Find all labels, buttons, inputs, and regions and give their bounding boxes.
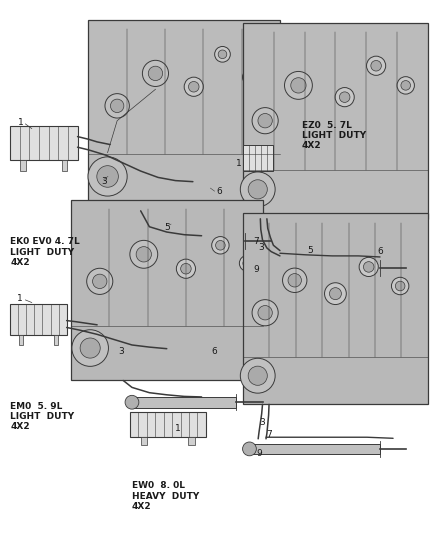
Circle shape (252, 300, 278, 326)
Text: 4X2: 4X2 (132, 502, 152, 511)
Text: HEAVY  DUTY: HEAVY DUTY (132, 491, 199, 500)
Circle shape (325, 282, 346, 304)
Bar (243, 22, 428, 219)
Circle shape (240, 358, 275, 393)
Text: LIGHT  DUTY: LIGHT DUTY (10, 412, 74, 421)
Circle shape (240, 172, 275, 207)
Circle shape (240, 255, 255, 271)
Text: 4X2: 4X2 (10, 258, 30, 267)
Text: EM0  5. 9L: EM0 5. 9L (10, 402, 63, 411)
Text: 7: 7 (253, 237, 259, 246)
Bar (141, 437, 147, 445)
Circle shape (142, 60, 169, 86)
Circle shape (105, 94, 129, 118)
Circle shape (80, 338, 100, 358)
Text: 6: 6 (216, 187, 222, 196)
Circle shape (285, 71, 312, 99)
Circle shape (110, 99, 124, 112)
Bar (130, 412, 206, 437)
Bar (62, 160, 67, 171)
Circle shape (180, 263, 191, 274)
Circle shape (283, 268, 307, 293)
Bar (20, 160, 25, 171)
Circle shape (359, 257, 378, 277)
Bar (71, 200, 262, 381)
Text: 3: 3 (259, 244, 265, 253)
Circle shape (367, 56, 386, 75)
Circle shape (291, 78, 306, 93)
Text: EZ0  5. 7L: EZ0 5. 7L (302, 120, 352, 130)
Text: EW0  8. 0L: EW0 8. 0L (132, 481, 185, 490)
Bar (149, 236, 245, 246)
Circle shape (87, 268, 113, 294)
Circle shape (130, 240, 158, 268)
Circle shape (251, 261, 265, 274)
Circle shape (243, 442, 256, 456)
Text: 7: 7 (266, 430, 272, 439)
Bar (10, 126, 78, 160)
Text: 3: 3 (101, 177, 106, 186)
Text: 9: 9 (253, 265, 259, 273)
Bar (188, 437, 194, 445)
Circle shape (92, 274, 107, 288)
Circle shape (148, 66, 162, 80)
Circle shape (401, 80, 410, 90)
Circle shape (329, 288, 341, 300)
Text: 6: 6 (212, 347, 218, 356)
Text: 9: 9 (256, 449, 262, 458)
Circle shape (258, 114, 272, 128)
Circle shape (88, 157, 127, 196)
Bar (243, 144, 273, 171)
Circle shape (371, 60, 381, 71)
Bar (243, 214, 428, 405)
Circle shape (396, 281, 405, 291)
Circle shape (248, 180, 267, 199)
Circle shape (218, 50, 227, 59)
Circle shape (125, 395, 139, 409)
Circle shape (215, 46, 230, 62)
Circle shape (392, 277, 409, 295)
Bar (88, 20, 280, 211)
Bar (258, 262, 380, 273)
Circle shape (248, 366, 267, 385)
Text: 6: 6 (377, 247, 383, 256)
Circle shape (212, 237, 229, 254)
Text: 3: 3 (260, 418, 265, 427)
Text: 1: 1 (175, 424, 180, 433)
Circle shape (177, 259, 195, 278)
Circle shape (136, 247, 152, 262)
Circle shape (252, 108, 278, 134)
Text: LIGHT  DUTY: LIGHT DUTY (10, 248, 74, 257)
Circle shape (247, 72, 256, 82)
Circle shape (335, 87, 354, 107)
Circle shape (184, 77, 203, 96)
Bar (18, 335, 23, 345)
Bar (132, 397, 237, 408)
Circle shape (188, 82, 199, 92)
Bar (10, 304, 67, 335)
Circle shape (364, 262, 374, 272)
Text: 5: 5 (165, 223, 170, 232)
Circle shape (243, 259, 251, 268)
Text: 1: 1 (17, 294, 22, 303)
Circle shape (258, 305, 272, 320)
Circle shape (339, 92, 350, 102)
Text: 1: 1 (18, 118, 24, 127)
Text: LIGHT  DUTY: LIGHT DUTY (302, 131, 366, 140)
Circle shape (97, 166, 118, 187)
Circle shape (215, 240, 225, 250)
Text: EK0 EV0 4. 7L: EK0 EV0 4. 7L (10, 237, 80, 246)
Circle shape (397, 77, 414, 94)
Bar (54, 335, 58, 345)
Text: 4X2: 4X2 (10, 422, 30, 431)
Bar (250, 443, 380, 454)
Circle shape (243, 69, 260, 86)
Circle shape (142, 234, 156, 248)
Text: 4X2: 4X2 (302, 141, 321, 150)
Text: 5: 5 (307, 246, 313, 255)
Text: 3: 3 (118, 347, 124, 356)
Text: 1: 1 (236, 159, 241, 167)
Circle shape (288, 273, 301, 287)
Circle shape (72, 330, 109, 366)
